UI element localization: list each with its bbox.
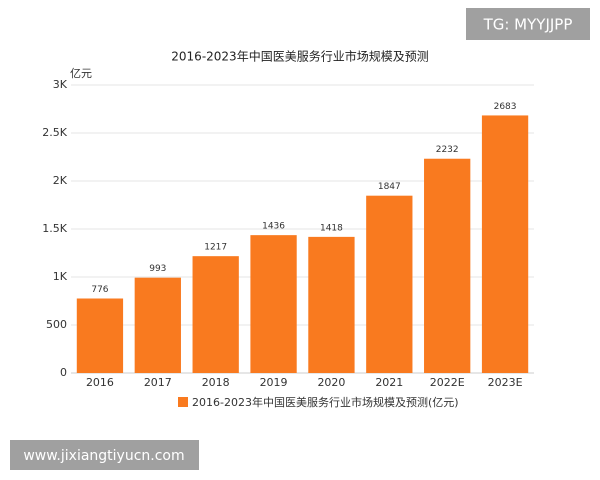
x-tick-label: 2017 bbox=[144, 376, 172, 389]
bar bbox=[308, 236, 355, 373]
legend-label: 2016-2023年中国医美服务行业市场规模及预测(亿元) bbox=[192, 395, 459, 409]
x-tick-label: 2023E bbox=[488, 376, 523, 389]
bar bbox=[366, 195, 413, 373]
y-tick-label: 3K bbox=[53, 78, 68, 91]
data-label: 2232 bbox=[436, 145, 459, 155]
x-tick-label: 2020 bbox=[317, 376, 345, 389]
legend-swatch bbox=[178, 397, 188, 407]
data-label: 1847 bbox=[378, 182, 401, 192]
watermark-box bbox=[10, 440, 199, 470]
y-tick-label: 500 bbox=[46, 318, 67, 331]
y-tick-label: 0 bbox=[60, 366, 67, 379]
bar bbox=[134, 277, 181, 373]
bar bbox=[76, 298, 124, 373]
y-tick-label: 2K bbox=[53, 174, 68, 187]
bar bbox=[250, 235, 297, 373]
watermark-box bbox=[466, 8, 590, 40]
data-label: 1418 bbox=[320, 223, 343, 233]
y-tick-label: 1.5K bbox=[42, 222, 67, 235]
data-label: 993 bbox=[149, 264, 166, 274]
bar bbox=[481, 115, 529, 373]
data-label: 1217 bbox=[204, 243, 227, 253]
bar bbox=[424, 158, 471, 373]
bar bbox=[192, 256, 239, 373]
data-label: 2683 bbox=[494, 102, 517, 112]
watermark: TG: MYYJJPP bbox=[483, 16, 573, 34]
y-axis-unit: 亿元 bbox=[70, 67, 92, 80]
y-tick-label: 2.5K bbox=[42, 126, 67, 139]
chart-title: 2016-2023年中国医美服务行业市场规模及预测 bbox=[171, 49, 428, 64]
x-tick-label: 2018 bbox=[202, 376, 230, 389]
data-label: 1436 bbox=[262, 222, 285, 232]
x-tick-label: 2021 bbox=[375, 376, 403, 389]
watermark: www.jixiangtiyucn.com bbox=[23, 448, 184, 464]
y-tick-label: 1K bbox=[53, 270, 68, 283]
x-tick-label: 2019 bbox=[260, 376, 288, 389]
x-tick-label: 2022E bbox=[430, 376, 465, 389]
x-tick-label: 2016 bbox=[86, 376, 114, 389]
data-label: 776 bbox=[91, 285, 108, 295]
